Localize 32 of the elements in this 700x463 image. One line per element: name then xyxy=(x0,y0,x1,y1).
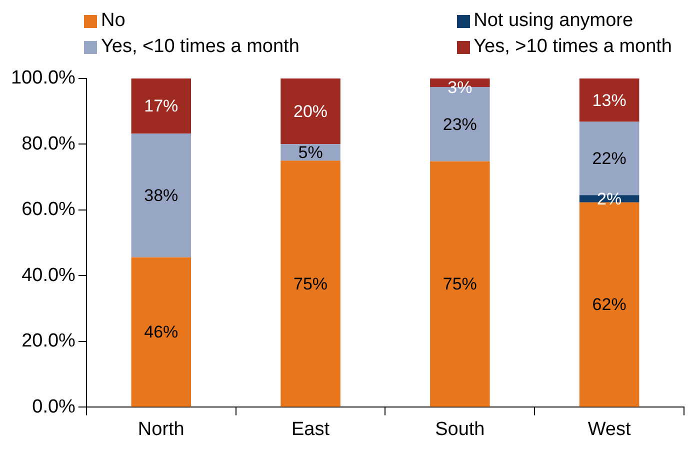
y-tick-label: 80.0% xyxy=(22,133,76,154)
data-label: 46% xyxy=(144,322,178,342)
legend-label: Yes, >10 times a month xyxy=(474,36,672,58)
bar xyxy=(280,78,340,144)
x-tick-label: South xyxy=(435,418,485,440)
x-tick-label: North xyxy=(138,418,184,440)
data-label: 17% xyxy=(144,96,178,116)
x-tick-label: East xyxy=(292,418,330,440)
bar xyxy=(579,78,640,122)
legend-label: Yes, <10 times a month xyxy=(101,36,300,58)
bar xyxy=(430,161,490,407)
x-tick-label: West xyxy=(588,418,632,440)
data-label: 13% xyxy=(592,90,626,110)
data-label: 20% xyxy=(294,102,328,121)
y-tick-label: 100.0% xyxy=(10,68,76,89)
data-label: 62% xyxy=(592,295,626,314)
data-label: 75% xyxy=(294,274,328,294)
data-label: 23% xyxy=(442,114,477,134)
data-label: 22% xyxy=(592,149,626,168)
y-tick-label: 0.0% xyxy=(32,396,76,418)
data-label: 5% xyxy=(298,143,323,162)
bar xyxy=(131,78,192,134)
y-tick-label: 20.0% xyxy=(22,330,76,352)
bar xyxy=(131,257,192,407)
y-tick-label: 40.0% xyxy=(22,264,76,286)
legend-label: Not using anymore xyxy=(474,10,634,32)
data-label: 38% xyxy=(144,186,178,206)
bar xyxy=(280,160,340,407)
bar xyxy=(131,134,192,258)
legend-label: No xyxy=(101,10,126,32)
data-label: 75% xyxy=(442,274,477,294)
y-tick-label: 60.0% xyxy=(22,199,76,220)
